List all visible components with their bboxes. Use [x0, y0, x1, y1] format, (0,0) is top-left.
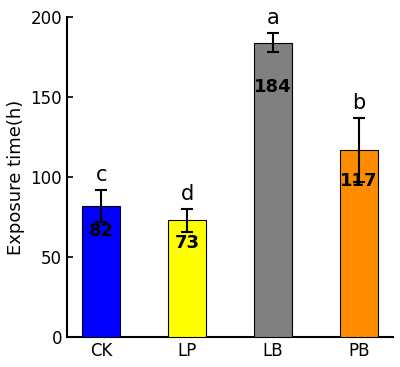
Bar: [254, 43, 292, 337]
Text: 73: 73: [174, 235, 200, 252]
Text: 117: 117: [340, 172, 378, 190]
Text: a: a: [267, 8, 279, 28]
Text: b: b: [352, 93, 366, 113]
Text: c: c: [95, 165, 107, 185]
Text: 82: 82: [88, 222, 114, 240]
Text: d: d: [180, 184, 194, 204]
Bar: [168, 220, 206, 337]
Bar: [340, 150, 378, 337]
Y-axis label: Exposure time(h): Exposure time(h): [7, 99, 25, 255]
Text: 184: 184: [254, 78, 292, 96]
Bar: [82, 206, 120, 337]
